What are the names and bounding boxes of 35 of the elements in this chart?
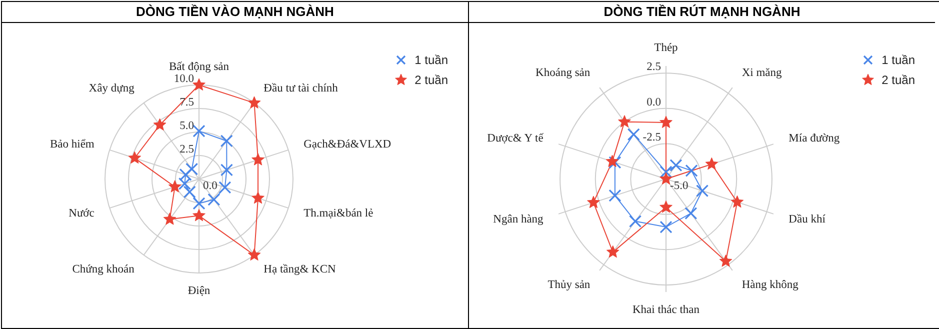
chart-title: DÒNG TIỀN RÚT MẠNH NGÀNH	[469, 2, 935, 23]
y-tick-label: 0.0	[646, 96, 662, 108]
spoke-label: Hạ tầng& KCN	[264, 264, 337, 276]
legend-label: 2 tuần	[414, 73, 448, 87]
spoke-label: Nước	[68, 208, 94, 220]
chart-title: DÒNG TIỀN VÀO MẠNH NGÀNH	[2, 2, 468, 23]
y-tick-label: 5.0	[180, 120, 194, 132]
y-tick-label: 2.5	[646, 61, 662, 74]
legend-label: 1 tuần	[882, 53, 915, 67]
y-tick-label: 0.0	[203, 180, 218, 192]
y-tick-label: 10.0	[174, 73, 194, 85]
spoke-label: Thép	[654, 42, 678, 54]
spoke-label: Điện	[188, 285, 210, 297]
spoke-label: Khoáng sản	[536, 67, 590, 80]
spoke-label: Xi măng	[742, 67, 782, 80]
y-tick-label: 7.5	[180, 96, 194, 108]
spoke-label: Khai thác than	[632, 304, 700, 316]
spoke-label: Bất động sản	[168, 61, 230, 73]
spoke-label: Mía đường	[788, 132, 840, 145]
y-tick-label: -2.5	[642, 132, 662, 144]
y-tick-label: -5.0	[670, 180, 688, 192]
spoke-label: Th.mại&bán lẻ	[304, 208, 374, 220]
spoke-label: Hàng không	[742, 278, 799, 291]
legend-label: 2 tuần	[882, 73, 915, 87]
spoke-label: Chứng khoán	[72, 264, 135, 276]
spoke-label: Thủy sản	[548, 278, 590, 291]
spoke-label: Dược& Y tế	[487, 132, 544, 145]
spoke-label: Gạch&Đá&VLXD	[304, 138, 392, 150]
legend-label: 1 tuần	[414, 53, 448, 67]
spoke-label: Bảo hiểm	[50, 138, 94, 150]
y-tick-label: 2.5	[180, 144, 194, 156]
spoke-label: Dầu khí	[788, 213, 826, 226]
spoke-label: Xây dựng	[88, 82, 135, 94]
spoke-label: Đầu tư tài chính	[264, 82, 338, 94]
spoke-label: Ngân hàng	[493, 213, 544, 226]
